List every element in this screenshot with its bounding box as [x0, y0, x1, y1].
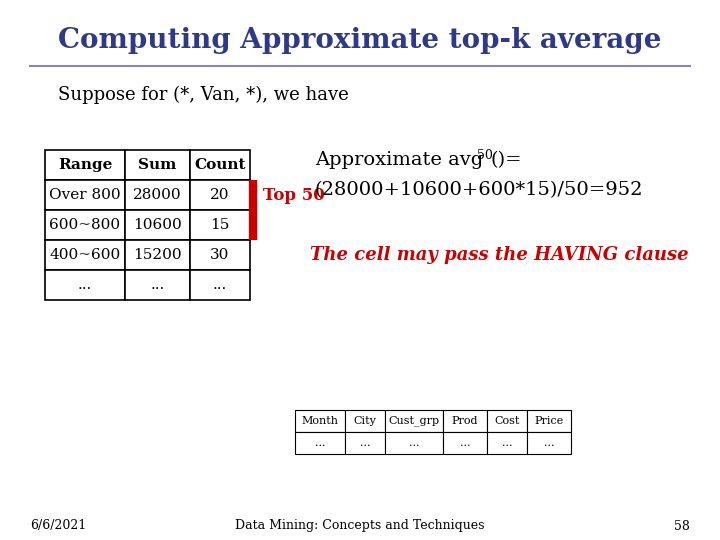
Text: Range: Range: [58, 158, 112, 172]
Text: City: City: [354, 416, 377, 426]
Bar: [385, 410, 443, 432]
Text: 50: 50: [477, 149, 493, 162]
Bar: [190, 150, 250, 180]
Bar: [125, 240, 190, 270]
Text: Cost: Cost: [495, 416, 520, 426]
Text: ...: ...: [78, 278, 92, 292]
Text: 10600: 10600: [133, 218, 182, 232]
Text: Price: Price: [534, 416, 564, 426]
Text: ()=: ()=: [490, 151, 521, 169]
Bar: [45, 240, 125, 270]
Bar: [45, 270, 125, 300]
Text: 6/6/2021: 6/6/2021: [30, 519, 86, 532]
Text: Count: Count: [194, 158, 246, 172]
Text: 400~600: 400~600: [50, 248, 121, 262]
Bar: [295, 410, 345, 432]
Text: Data Mining: Concepts and Techniques: Data Mining: Concepts and Techniques: [235, 519, 485, 532]
Bar: [190, 270, 250, 300]
Text: The cell may pass the HAVING clause: The cell may pass the HAVING clause: [310, 246, 688, 264]
Bar: [345, 410, 385, 432]
Text: 15200: 15200: [133, 248, 182, 262]
Bar: [45, 150, 125, 180]
Bar: [345, 432, 385, 454]
Text: ...: ...: [502, 438, 512, 448]
Text: 58: 58: [674, 519, 690, 532]
Text: 15: 15: [210, 218, 230, 232]
Bar: [125, 270, 190, 300]
Bar: [295, 432, 345, 454]
Text: ...: ...: [315, 438, 325, 448]
Text: Over 800: Over 800: [49, 188, 121, 202]
Text: Computing Approximate top-k average: Computing Approximate top-k average: [58, 26, 662, 53]
Bar: [190, 240, 250, 270]
Bar: [190, 210, 250, 240]
Text: 28000: 28000: [133, 188, 182, 202]
Bar: [125, 210, 190, 240]
Text: 30: 30: [210, 248, 230, 262]
Text: (28000+10600+600*15)/50=952: (28000+10600+600*15)/50=952: [315, 181, 644, 199]
Text: Month: Month: [302, 416, 338, 426]
Bar: [385, 432, 443, 454]
Text: Top 50: Top 50: [263, 186, 325, 204]
Text: 600~800: 600~800: [50, 218, 120, 232]
Text: Approximate avg: Approximate avg: [315, 151, 483, 169]
Text: Suppose for (*, Van, *), we have: Suppose for (*, Van, *), we have: [58, 86, 348, 104]
Text: ...: ...: [409, 438, 419, 448]
Text: 20: 20: [210, 188, 230, 202]
Text: Sum: Sum: [138, 158, 176, 172]
Bar: [45, 210, 125, 240]
Bar: [125, 150, 190, 180]
Bar: [527, 410, 571, 432]
Text: Prod: Prod: [451, 416, 478, 426]
Text: ...: ...: [213, 278, 227, 292]
Bar: [487, 432, 527, 454]
Bar: [125, 180, 190, 210]
Bar: [527, 432, 571, 454]
Text: ...: ...: [360, 438, 370, 448]
Text: ...: ...: [460, 438, 470, 448]
Bar: [443, 432, 487, 454]
Text: ...: ...: [150, 278, 165, 292]
Bar: [45, 180, 125, 210]
Bar: [443, 410, 487, 432]
Text: ...: ...: [544, 438, 554, 448]
Bar: [190, 180, 250, 210]
Text: Cust_grp: Cust_grp: [388, 416, 440, 427]
Bar: [487, 410, 527, 432]
